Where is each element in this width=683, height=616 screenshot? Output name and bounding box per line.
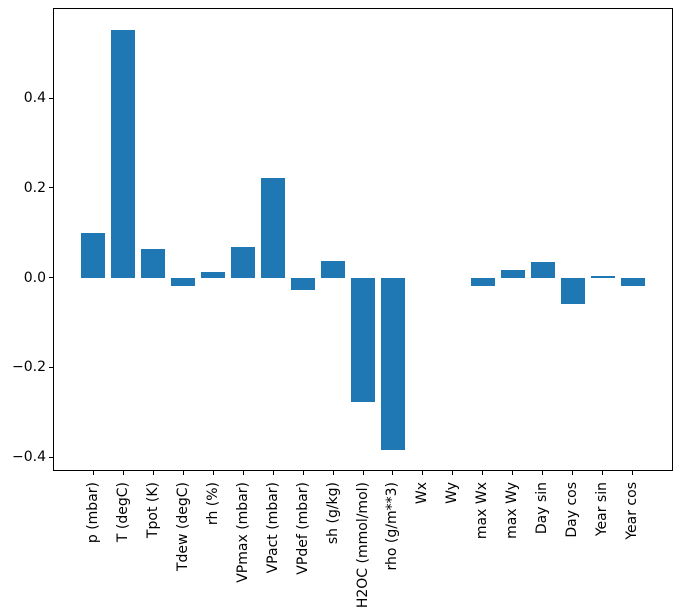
x-tick-mark [362, 471, 364, 475]
x-tick-mark [632, 471, 634, 475]
x-tick-label-h2oc-mmol-mol: H2OC (mmol/mol) [354, 482, 371, 609]
x-tick-label-vpmax-mbar: VPmax (mbar) [234, 482, 251, 583]
bar-day-cos [560, 277, 585, 305]
bar-vpact-mbar [261, 178, 286, 278]
x-tick-label-wy: Wy [444, 482, 461, 504]
y-tick-label: 0.4 [23, 90, 46, 107]
x-tick-mark [482, 471, 484, 475]
y-tick-mark [49, 187, 53, 189]
bar-max-wy [500, 270, 525, 278]
x-tick-label-tpot-k: Tpot (K) [144, 482, 161, 539]
x-tick-label-vpact-mbar: VPact (mbar) [264, 482, 281, 574]
y-tick-label: −0.2 [12, 359, 46, 376]
x-tick-label-year-cos: Year cos [624, 482, 641, 540]
x-tick-mark [302, 471, 304, 475]
x-tick-mark [152, 471, 154, 475]
y-tick-mark [49, 456, 53, 458]
x-tick-label-max-wx: max Wx [474, 482, 491, 540]
x-tick-label-p-mbar: p (mbar) [84, 482, 101, 544]
bar-vpdef-mbar [291, 277, 316, 290]
x-tick-mark [452, 471, 454, 475]
x-tick-label-vpdef-mbar: VPdef (mbar) [294, 482, 311, 575]
bar-h2oc-mmol-mol [351, 277, 375, 402]
bar-vpmax-mbar [231, 246, 256, 278]
x-tick-mark [542, 471, 544, 475]
bar-tpot-k [141, 249, 166, 278]
x-tick-mark [122, 471, 124, 475]
x-tick-label-max-wy: max Wy [504, 482, 521, 539]
y-tick-mark [49, 366, 53, 368]
x-tick-mark [512, 471, 514, 475]
x-tick-label-tdew-degc: Tdew (degC) [174, 482, 191, 572]
y-tick-mark [49, 97, 53, 99]
y-tick-label: 0.0 [23, 269, 46, 286]
x-tick-label-day-sin: Day sin [534, 482, 551, 535]
y-tick-label: 0.2 [23, 179, 46, 196]
x-tick-label-day-cos: Day cos [564, 482, 581, 538]
bar-t-degc [111, 29, 136, 278]
x-tick-mark [182, 471, 184, 475]
x-tick-mark [572, 471, 574, 475]
bar-max-wx [470, 277, 495, 287]
x-tick-mark [392, 471, 394, 475]
bar-year-cos [620, 277, 645, 287]
x-tick-label-t-degc: T (degC) [114, 482, 131, 543]
x-tick-label-sh-g-kg: sh (g/kg) [324, 482, 341, 545]
bar-tdew-degc [171, 277, 196, 286]
x-tick-mark [602, 471, 604, 475]
bar-sh-g-kg [321, 261, 345, 278]
bar-rh [201, 271, 226, 278]
bar-year-sin [590, 276, 615, 278]
x-tick-mark [212, 471, 214, 475]
bar-day-sin [530, 261, 555, 278]
x-tick-label-year-sin: Year sin [594, 482, 611, 537]
x-tick-label-wx: Wx [414, 482, 431, 505]
x-tick-label-rho-g-m-3: rho (g/m**3) [384, 482, 401, 571]
y-tick-label: −0.4 [12, 449, 46, 466]
x-tick-mark [272, 471, 274, 475]
x-tick-mark [422, 471, 424, 475]
y-tick-mark [49, 277, 53, 279]
x-tick-mark [92, 471, 94, 475]
x-tick-mark [332, 471, 334, 475]
bar-p-mbar [81, 233, 106, 278]
bar-rho-g-m-3 [380, 277, 405, 450]
x-tick-label-rh: rh (%) [204, 482, 221, 526]
x-tick-mark [242, 471, 244, 475]
